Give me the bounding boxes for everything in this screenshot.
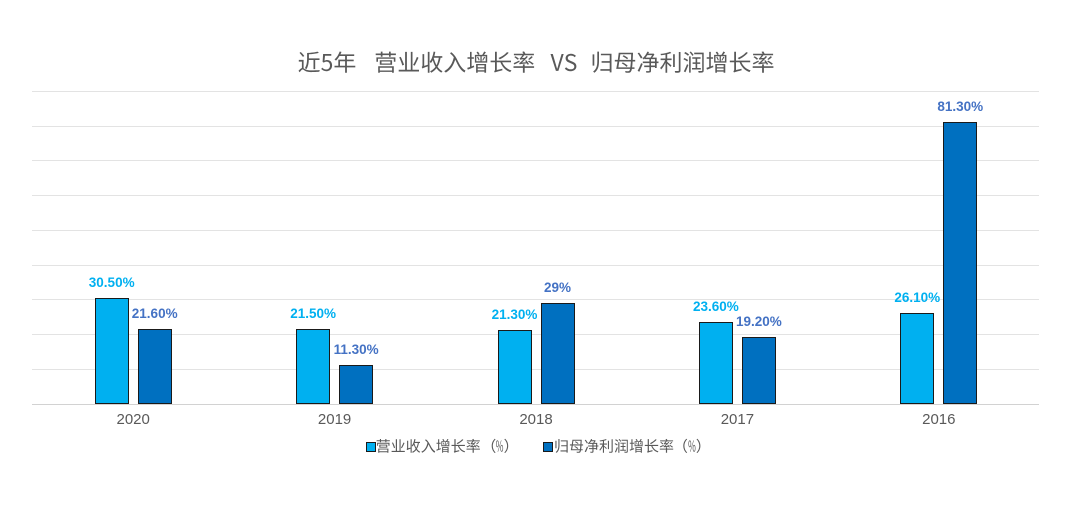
chart-title: 近5年 营业收入增长率 VS 归母净利润增长率 bbox=[297, 48, 783, 74]
value-label-2017-profit-growth: 19.20% bbox=[735, 314, 782, 330]
bar-2017-profit-growth bbox=[741, 337, 776, 404]
x-tick-2019: 2019 bbox=[317, 410, 352, 428]
value-label-2020-revenue-growth: 30.50% bbox=[88, 274, 135, 290]
value-label-2020-profit-growth: 21.60% bbox=[131, 305, 178, 321]
x-tick-2020: 2020 bbox=[116, 410, 150, 428]
legend-label-revenue: 营业收入增长率（%） bbox=[375, 438, 525, 455]
value-label-2018-revenue-growth: 21.30% bbox=[491, 306, 538, 322]
gridline-20pct bbox=[32, 334, 1039, 336]
value-label-2016-profit-growth: 81.30% bbox=[937, 98, 984, 114]
value-label-2019-profit-growth: 11.30% bbox=[333, 341, 379, 357]
gridline-60pct bbox=[32, 195, 1039, 197]
gridline-70pct bbox=[32, 160, 1039, 162]
bar-2019-revenue-growth bbox=[296, 329, 331, 404]
bar-2018-revenue-growth bbox=[497, 330, 532, 404]
x-tick-2018: 2018 bbox=[519, 410, 553, 428]
x-axis-line bbox=[32, 403, 1039, 405]
gridline-90pct bbox=[32, 91, 1039, 92]
value-label-2018-profit-growth: 29% bbox=[543, 280, 572, 296]
bar-2020-revenue-growth bbox=[94, 298, 129, 404]
legend-label-profit: 归母净利润增长率（%） bbox=[553, 438, 713, 455]
legend-swatch-revenue bbox=[365, 442, 376, 452]
bar-2017-revenue-growth bbox=[698, 322, 733, 404]
bar-2018-profit-growth bbox=[540, 303, 575, 404]
bar-2016-profit-growth bbox=[943, 121, 978, 404]
bar-2016-revenue-growth bbox=[900, 313, 935, 404]
bar-2019-profit-growth bbox=[339, 364, 374, 404]
value-label-2017-revenue-growth: 23.60% bbox=[692, 298, 739, 314]
value-label-2016-revenue-growth: 26.10% bbox=[894, 290, 941, 306]
gridline-30pct bbox=[32, 299, 1039, 301]
value-label-2019-revenue-growth: 21.50% bbox=[290, 306, 336, 322]
legend-swatch-profit bbox=[542, 442, 553, 452]
bar-2020-profit-growth bbox=[137, 329, 172, 404]
gridline-40pct bbox=[32, 264, 1039, 266]
gridline-10pct bbox=[32, 368, 1039, 370]
gridline-50pct bbox=[32, 229, 1039, 231]
gridline-80pct bbox=[32, 125, 1039, 127]
x-tick-2016: 2016 bbox=[922, 410, 956, 428]
x-tick-2017: 2017 bbox=[720, 410, 755, 428]
